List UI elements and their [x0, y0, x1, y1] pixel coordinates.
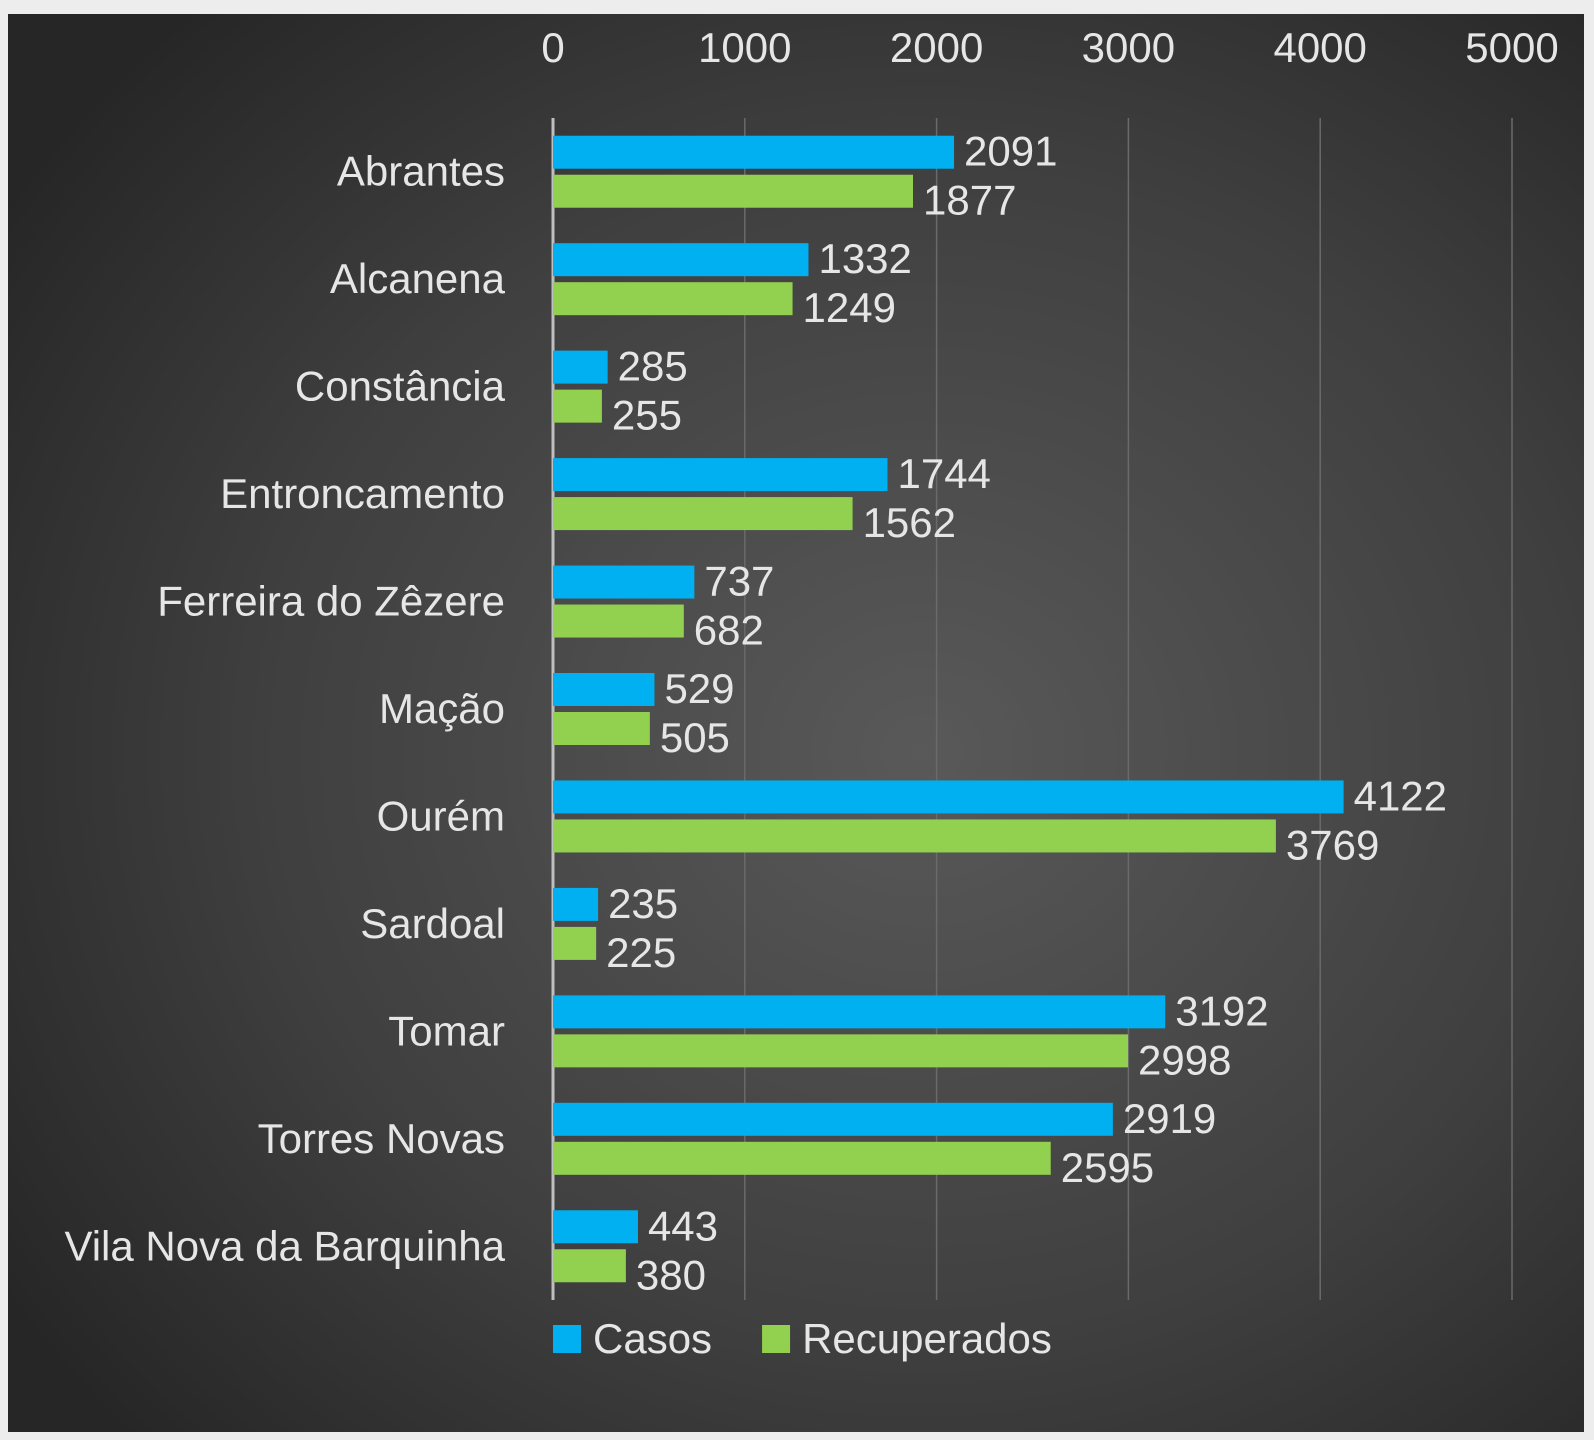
data-label-recuperados-sardoal: 225	[606, 929, 676, 976]
legend: Casos Recuperados	[553, 1315, 1052, 1362]
bar-casos-ourem	[553, 780, 1344, 814]
bar-casos-macao	[553, 673, 655, 706]
data-label-recuperados-tomar: 2998	[1138, 1036, 1231, 1083]
data-label-casos-tomar: 3192	[1175, 987, 1268, 1034]
legend-swatch-recuperados	[762, 1325, 791, 1353]
category-label-macao: Mação	[379, 685, 505, 732]
x-tick-label: 4000	[1273, 24, 1366, 71]
category-label-constancia: Constância	[295, 363, 506, 410]
data-label-casos-alcanena: 1332	[818, 235, 911, 282]
category-label-alcanena: Alcanena	[330, 255, 506, 302]
bar-recuperados-vila-nova-da-barquinha	[553, 1249, 626, 1283]
category-label-abrantes: Abrantes	[337, 148, 505, 195]
chart-background	[8, 14, 1584, 1432]
legend-label-casos: Casos	[593, 1315, 712, 1362]
category-label-ourem: Ourém	[377, 792, 505, 839]
data-label-casos-ferreira-do-zezere: 737	[704, 558, 774, 605]
bar-recuperados-alcanena	[553, 282, 793, 316]
bar-casos-torres-novas	[553, 1102, 1113, 1136]
data-label-recuperados-constancia: 255	[612, 392, 682, 439]
x-tick-label: 0	[541, 24, 564, 71]
bar-casos-entroncamento	[553, 458, 888, 492]
data-label-recuperados-ferreira-do-zezere: 682	[694, 607, 764, 654]
bar-casos-sardoal	[553, 887, 599, 921]
data-label-recuperados-macao: 505	[660, 714, 730, 761]
x-tick-label: 3000	[1082, 24, 1175, 71]
data-label-casos-constancia: 285	[618, 343, 688, 390]
data-label-recuperados-ourem: 3769	[1286, 821, 1379, 868]
x-tick-label: 5000	[1465, 24, 1558, 71]
data-label-recuperados-abrantes: 1877	[923, 177, 1016, 224]
bar-recuperados-entroncamento	[553, 497, 853, 531]
category-label-torres-novas: Torres Novas	[258, 1115, 505, 1162]
bar-casos-alcanena	[553, 243, 809, 277]
bar-recuperados-macao	[553, 712, 650, 745]
bar-casos-vila-nova-da-barquinha	[553, 1210, 638, 1244]
bar-casos-abrantes	[553, 135, 955, 169]
x-axis-ticks: 0 1000 2000 3000 4000 5000	[541, 24, 1558, 71]
data-label-casos-vila-nova-da-barquinha: 443	[648, 1202, 718, 1249]
data-label-casos-torres-novas: 2919	[1123, 1095, 1216, 1142]
legend-label-recuperados: Recuperados	[802, 1315, 1052, 1362]
bar-recuperados-torres-novas	[553, 1141, 1051, 1175]
bar-casos-ferreira-do-zezere	[553, 565, 695, 599]
data-label-casos-ourem: 4122	[1354, 772, 1447, 819]
bar-recuperados-abrantes	[553, 174, 914, 208]
category-label-vila-nova-da-barquinha: Vila Nova da Barquinha	[64, 1222, 505, 1269]
x-tick-label: 2000	[890, 24, 983, 71]
category-label-entroncamento: Entroncamento	[220, 470, 505, 517]
bar-casos-tomar	[553, 995, 1166, 1029]
category-labels: Abrantes Alcanena Constância Entroncamento F…	[64, 148, 505, 1270]
bar-recuperados-constancia	[553, 389, 602, 423]
data-label-casos-macao: 529	[664, 665, 734, 712]
category-label-ferreira-do-zezere: Ferreira do Zêzere	[157, 578, 505, 625]
data-label-recuperados-alcanena: 1249	[803, 284, 896, 331]
legend-swatch-casos	[553, 1325, 581, 1353]
data-label-casos-abrantes: 2091	[964, 128, 1057, 175]
bars	[553, 135, 1344, 1283]
category-label-tomar: Tomar	[388, 1007, 505, 1054]
data-label-casos-entroncamento: 1744	[897, 450, 990, 497]
x-tick-label: 1000	[698, 24, 791, 71]
bar-recuperados-ourem	[553, 819, 1276, 853]
bar-recuperados-ferreira-do-zezere	[553, 604, 684, 638]
category-label-sardoal: Sardoal	[360, 900, 505, 947]
data-label-recuperados-vila-nova-da-barquinha: 380	[636, 1251, 706, 1298]
data-label-recuperados-entroncamento: 1562	[863, 499, 956, 546]
bar-recuperados-tomar	[553, 1034, 1129, 1068]
bar-recuperados-sardoal	[553, 926, 597, 960]
data-label-casos-sardoal: 235	[608, 880, 678, 927]
data-label-recuperados-torres-novas: 2595	[1061, 1144, 1154, 1191]
bar-casos-constancia	[553, 350, 608, 384]
